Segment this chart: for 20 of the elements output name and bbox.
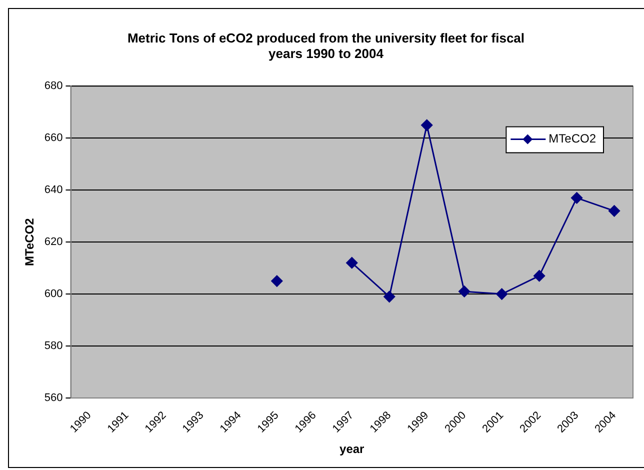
legend-label: MTeCO2 (548, 132, 596, 146)
point (608, 205, 620, 217)
y-tick-label: 640 (44, 184, 63, 196)
point (421, 119, 433, 131)
y-tick-label: 660 (44, 132, 63, 144)
point (571, 192, 583, 204)
y-tick-label: 620 (44, 236, 63, 248)
point (534, 270, 546, 282)
point (496, 288, 508, 300)
y-tick-label: 680 (44, 80, 63, 92)
point (458, 286, 470, 298)
x-axis-title: year (340, 442, 365, 456)
point (346, 257, 358, 269)
point (384, 290, 396, 302)
y-tick-label: 580 (44, 340, 63, 352)
y-tick-label: 560 (44, 392, 63, 404)
point (271, 275, 283, 287)
y-tick-label: 600 (44, 288, 63, 300)
chart-title: Metric Tons of eCO2 produced from the university fleet for fiscal years 1990 to 2004 (127, 30, 525, 61)
y-axis-title: MTeCO2 (22, 218, 37, 266)
